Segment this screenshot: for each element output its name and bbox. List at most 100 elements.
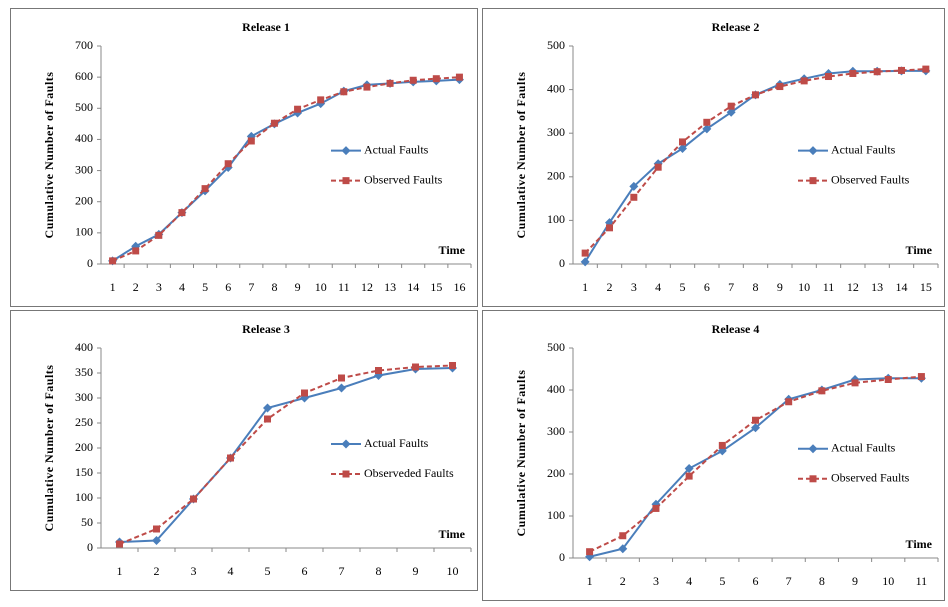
x-tick-label: 1 — [582, 280, 588, 294]
x-tick-label: 10 — [447, 564, 459, 578]
x-tick-label: 2 — [607, 280, 613, 294]
series-line — [112, 76, 460, 262]
marker — [629, 181, 639, 191]
y-tick-label: 300 — [75, 390, 93, 404]
chart-title: Release 1 — [242, 20, 290, 34]
x-tick-label: 4 — [655, 280, 661, 294]
legend-label: Observed Faults — [831, 471, 910, 485]
y-tick-label: 250 — [75, 415, 93, 429]
y-tick-label: 100 — [547, 508, 565, 522]
marker — [432, 75, 440, 83]
y-tick-label: 150 — [75, 465, 93, 479]
legend-label: Actual Faults — [364, 142, 429, 156]
x-tick-label: 14 — [407, 280, 419, 294]
marker — [678, 143, 687, 153]
marker — [619, 532, 627, 540]
x-tick-label: 8 — [819, 574, 825, 588]
chart-title: Release 4 — [712, 322, 760, 336]
x-tick-label: 5 — [202, 280, 208, 294]
marker — [152, 536, 161, 545]
x-tick-label: 4 — [228, 564, 234, 578]
x-tick-label: 3 — [653, 574, 659, 588]
marker — [247, 137, 255, 145]
x-tick-label: 11 — [338, 280, 350, 294]
x-axis-label: Time — [439, 527, 466, 541]
marker — [455, 73, 463, 81]
x-tick-label: 13 — [384, 280, 396, 294]
marker — [580, 257, 590, 267]
marker — [227, 454, 234, 462]
y-tick-label: 350 — [75, 365, 93, 379]
chart-title: Release 3 — [242, 322, 290, 336]
x-tick-label: 6 — [753, 574, 759, 588]
series-line — [112, 78, 460, 262]
x-tick-label: 6 — [302, 564, 308, 578]
marker — [800, 77, 808, 85]
marker — [409, 76, 417, 84]
x-tick-label: 9 — [295, 280, 301, 294]
marker — [224, 160, 232, 168]
x-tick-label: 9 — [777, 280, 783, 294]
x-tick-label: 2 — [620, 574, 626, 588]
legend-label: Observed Faults — [364, 172, 443, 186]
y-tick-label: 400 — [547, 382, 565, 396]
marker — [375, 367, 382, 374]
marker — [341, 146, 351, 156]
y-tick-label: 200 — [75, 193, 93, 207]
y-axis-label: Cumulative Number of Faults — [514, 370, 528, 537]
chart-panel: Release 3 Cumulative Number of Faults 0 50 1… — [10, 310, 478, 591]
marker — [294, 105, 302, 113]
marker — [630, 193, 638, 201]
y-tick-label: 200 — [547, 169, 565, 183]
y-tick-label: 400 — [75, 131, 93, 145]
x-tick-label: 7 — [339, 564, 345, 578]
x-tick-label: 3 — [156, 280, 162, 294]
y-tick-label: 300 — [547, 424, 565, 438]
panel-border — [10, 8, 478, 307]
y-tick-label: 300 — [75, 162, 93, 176]
y-tick-label: 500 — [75, 100, 93, 114]
y-tick-label: 0 — [559, 550, 565, 564]
x-tick-label: 4 — [179, 280, 185, 294]
chart-panel: Release 1 Cumulative Number of Faults 0 100… — [10, 8, 478, 307]
x-tick-label: 8 — [376, 564, 382, 578]
panel-border — [482, 8, 945, 307]
panel-border — [10, 310, 478, 591]
marker — [851, 379, 859, 387]
marker — [342, 177, 350, 185]
marker — [155, 231, 163, 239]
x-tick-label: 15 — [920, 280, 932, 294]
x-tick-label: 7 — [728, 280, 734, 294]
marker — [109, 257, 117, 265]
x-tick-label: 14 — [896, 280, 908, 294]
marker — [917, 373, 925, 381]
marker — [581, 249, 589, 257]
marker — [132, 247, 140, 255]
marker — [825, 73, 832, 81]
y-tick-label: 500 — [547, 340, 565, 354]
x-tick-label: 8 — [271, 280, 277, 294]
y-tick-label: 400 — [547, 81, 565, 95]
marker — [718, 441, 726, 449]
x-tick-label: 13 — [871, 280, 883, 294]
marker — [808, 444, 818, 454]
x-tick-label: 12 — [361, 280, 373, 294]
y-axis-label: Cumulative Number of Faults — [42, 365, 56, 532]
y-tick-label: 50 — [81, 515, 93, 529]
y-tick-label: 600 — [75, 69, 93, 83]
marker — [818, 387, 826, 395]
y-tick-label: 700 — [75, 38, 93, 52]
y-tick-label: 0 — [87, 540, 93, 554]
y-tick-label: 100 — [547, 212, 565, 226]
x-tick-label: 2 — [154, 564, 160, 578]
marker — [116, 540, 123, 548]
x-tick-label: 5 — [265, 564, 271, 578]
y-axis-label: Cumulative Number of Faults — [42, 72, 56, 239]
x-tick-label: 11 — [823, 280, 835, 294]
marker — [178, 209, 186, 217]
marker — [606, 224, 613, 232]
marker — [190, 495, 197, 503]
marker — [412, 363, 419, 371]
x-tick-label: 3 — [631, 280, 637, 294]
